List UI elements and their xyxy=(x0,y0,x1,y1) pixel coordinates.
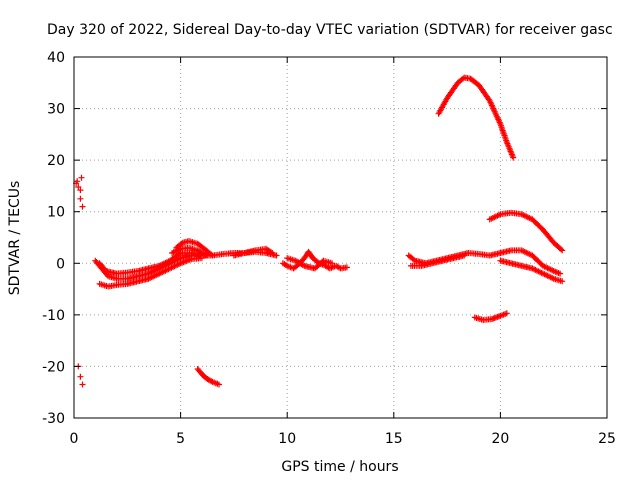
y-axis-label: SDTVAR / TECUs xyxy=(7,181,23,296)
data-point-arc-5h-lower xyxy=(203,252,210,259)
data-point-evening-base-b xyxy=(461,252,468,259)
y-tick-label: -30 xyxy=(42,411,65,427)
axis-ticks: 0 5 10 15 20 25 -30 -20 -10 0 10 20 30 40 xyxy=(42,50,616,447)
y-tick-label: -20 xyxy=(42,359,65,375)
y-tick-label: 30 xyxy=(47,102,65,118)
data-point-arc-5h xyxy=(208,251,215,258)
x-tick-label: 20 xyxy=(491,431,509,447)
data-point-drop-6h xyxy=(208,378,215,385)
x-tick-label: 0 xyxy=(70,431,79,447)
y-tick-label: 10 xyxy=(47,205,65,221)
data-point-early-high xyxy=(77,195,84,202)
data-point-drop-6h xyxy=(216,381,222,388)
data-point-arc-8h xyxy=(273,252,280,259)
chart-title: Day 320 of 2022, Sidereal Day-to-day VTE… xyxy=(47,22,613,38)
data-point-early-high xyxy=(75,184,82,190)
y-tick-label: 40 xyxy=(47,50,65,66)
data-point-big-arc xyxy=(510,154,517,161)
data-points xyxy=(73,74,566,388)
data-point-arc-5h xyxy=(209,252,216,259)
data-point-early-high xyxy=(74,178,81,185)
x-tick-label: 5 xyxy=(176,431,185,447)
data-point-cluster-10-13-b xyxy=(329,260,335,267)
data-point-early-low xyxy=(79,381,86,388)
data-point-arc-20h xyxy=(558,246,564,253)
grid-lines xyxy=(74,57,607,418)
data-point-early-high xyxy=(79,203,86,210)
y-tick-label: 20 xyxy=(47,153,65,169)
data-point-cluster-10-13 xyxy=(343,264,350,271)
data-point-early-low xyxy=(77,373,84,380)
data-point-early-high xyxy=(77,187,84,194)
x-axis-label: GPS time / hours xyxy=(281,459,398,475)
y-tick-label: -10 xyxy=(42,308,65,324)
data-point-evening-base xyxy=(557,270,564,277)
x-tick-label: 25 xyxy=(598,431,616,447)
data-point-arc-20h xyxy=(559,247,566,254)
data-point-early-high xyxy=(78,174,85,181)
data-point-low-19h xyxy=(503,310,510,317)
y-tick-label: 0 xyxy=(56,256,65,272)
plot-frame xyxy=(73,56,608,419)
data-point-evening-lower xyxy=(559,278,566,285)
x-tick-label: 10 xyxy=(278,431,296,447)
x-tick-label: 15 xyxy=(385,431,403,447)
